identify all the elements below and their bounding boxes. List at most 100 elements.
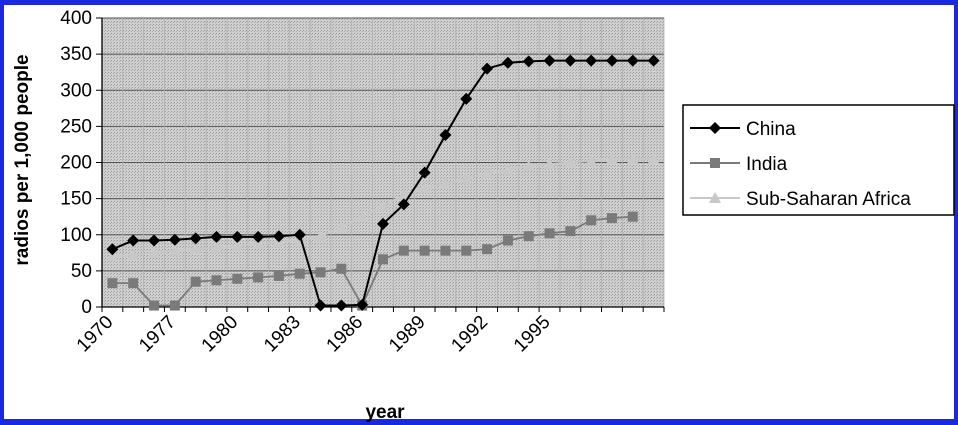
data-point <box>294 268 305 279</box>
data-point <box>647 152 660 164</box>
y-tick-label: 250 <box>60 116 92 137</box>
data-point <box>231 239 244 251</box>
data-point <box>544 228 555 239</box>
data-point <box>189 243 202 255</box>
data-point <box>356 210 369 222</box>
data-point <box>210 230 223 243</box>
data-point <box>231 230 244 243</box>
data-point <box>335 221 348 233</box>
data-point <box>314 230 327 242</box>
data-point <box>168 233 181 246</box>
y-tick-label: 300 <box>60 80 92 101</box>
data-point <box>502 235 513 246</box>
data-point <box>149 300 160 311</box>
data-point <box>293 228 306 241</box>
y-tick-label: 350 <box>60 44 92 65</box>
data-point <box>585 155 598 167</box>
data-point <box>252 237 265 249</box>
data-point <box>335 299 348 312</box>
data-point <box>439 129 452 142</box>
x-axis-title: year <box>365 402 405 423</box>
data-point <box>419 245 430 256</box>
x-tick-label: 1970 <box>73 312 118 357</box>
data-point <box>709 192 721 203</box>
legend-item: China <box>690 119 796 140</box>
data-point <box>522 55 535 68</box>
data-point <box>148 246 161 258</box>
data-point <box>169 300 180 311</box>
legend-item: Sub-Saharan Africa <box>690 189 911 210</box>
data-point <box>418 181 431 193</box>
y-tick-label: 150 <box>60 189 92 210</box>
data-point <box>439 178 452 190</box>
data-point <box>106 250 119 262</box>
x-tick-label: 1992 <box>447 312 492 357</box>
data-point <box>168 244 181 256</box>
data-point <box>564 156 577 168</box>
data-point <box>564 54 577 67</box>
data-point <box>606 213 617 224</box>
data-point <box>232 273 243 284</box>
data-point <box>397 198 410 211</box>
series-1 <box>106 54 660 312</box>
data-point <box>127 248 140 260</box>
data-point <box>377 217 389 230</box>
data-point <box>272 230 285 243</box>
data-point <box>709 122 721 134</box>
data-point <box>647 54 660 67</box>
x-tick-label: 1995 <box>510 312 555 357</box>
legend: China India Sub-Saharan Africa <box>682 104 955 216</box>
y-tick-label: 50 <box>71 261 92 282</box>
data-point <box>523 231 534 242</box>
data-point <box>418 166 431 179</box>
data-point <box>460 172 473 184</box>
data-point <box>626 152 639 164</box>
series-3 <box>106 152 660 262</box>
series-group <box>106 54 660 312</box>
y-tick-label: 0 <box>81 297 92 318</box>
data-point <box>627 211 638 222</box>
x-axis-ticks: 1970 1977 1980 1983 1986 1989 1992 1995 <box>73 307 665 357</box>
y-axis-title: radios per 1,000 people <box>12 54 33 265</box>
data-point <box>586 215 597 226</box>
data-point <box>585 54 598 67</box>
data-point <box>461 245 472 256</box>
data-point <box>315 267 326 278</box>
legend-label: China <box>746 119 796 140</box>
y-tick-label: 200 <box>60 153 92 174</box>
y-axis-ticks: 0 50 100 150 200 250 300 350 400 <box>60 8 102 318</box>
data-point <box>460 92 473 105</box>
data-point <box>336 263 347 274</box>
data-point <box>501 56 514 69</box>
data-point <box>190 276 201 287</box>
data-point <box>253 272 264 283</box>
legend-item: India <box>690 154 788 175</box>
legend-label: India <box>746 154 788 175</box>
data-point <box>397 189 410 201</box>
data-point <box>543 157 556 169</box>
data-point <box>211 275 222 286</box>
x-tick-label: 1989 <box>385 312 430 357</box>
data-point <box>522 160 535 172</box>
data-point <box>377 199 389 211</box>
data-point <box>107 278 118 289</box>
x-tick-label: 1986 <box>323 312 368 357</box>
y-tick-label: 100 <box>60 225 92 246</box>
x-tick-label: 1977 <box>135 312 180 357</box>
data-point <box>482 244 493 255</box>
y-tick-label: 400 <box>60 8 92 29</box>
data-point <box>314 299 327 312</box>
data-point <box>252 230 265 243</box>
data-point <box>127 234 140 247</box>
data-point <box>605 54 618 67</box>
data-point <box>128 278 139 289</box>
data-point <box>605 152 618 164</box>
legend-label: Sub-Saharan Africa <box>746 189 911 210</box>
data-point <box>543 54 556 67</box>
data-point <box>106 243 119 256</box>
x-tick-label: 1980 <box>198 312 243 357</box>
data-point <box>210 241 223 253</box>
data-point <box>273 270 284 281</box>
data-point <box>440 245 451 256</box>
